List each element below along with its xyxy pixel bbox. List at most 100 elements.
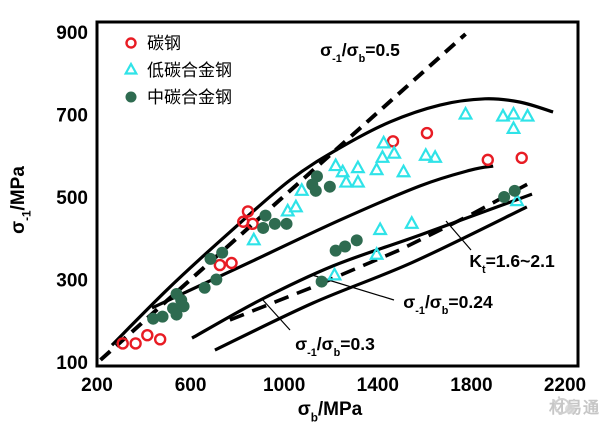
annotations: σ-1/σb=0.5 Kt=1.6~2.1 σ-1/σb=0.24 σ-1/σb=0.… <box>295 40 555 359</box>
data-point-open-circle <box>515 151 528 165</box>
data-point-filled-circle <box>508 184 521 197</box>
axis-titles: σb/MPa <box>298 399 363 424</box>
data-point-open-circle <box>420 126 434 140</box>
series-carbon-steel <box>116 126 528 350</box>
smooth-upper-curve <box>110 97 554 347</box>
data-point-filled-circle <box>177 300 190 313</box>
y-tick-label: 300 <box>56 271 88 292</box>
data-point-open-triangle <box>495 107 511 122</box>
notched-band-center-dashed <box>229 178 536 322</box>
data-point-filled-circle <box>350 234 363 247</box>
data-point-filled-circle <box>268 217 281 230</box>
watermark: 材易通 <box>549 394 600 418</box>
data-point-open-circle <box>141 328 154 342</box>
legend-label: 低碳合金钢 <box>147 61 232 80</box>
data-point-open-triangle <box>335 163 351 178</box>
data-point-open-triangle <box>328 157 344 172</box>
ratio-05-dashed-line <box>99 32 467 362</box>
data-point-filled-circle <box>125 91 137 103</box>
label-ratio-03: σ-1/σb=0.3 <box>295 334 375 359</box>
label-ratio-05: σ-1/σb=0.5 <box>320 40 400 65</box>
data-point-open-triangle <box>375 134 392 149</box>
data-point-open-triangle <box>372 221 388 236</box>
data-point-filled-circle <box>147 312 160 325</box>
data-point-filled-circle <box>315 275 328 288</box>
data-point-open-triangle <box>374 149 391 163</box>
plot-frame <box>95 20 580 368</box>
data-point-open-triangle <box>505 105 522 120</box>
data-point-filled-circle <box>259 209 272 222</box>
y-axis-title: σ-1/MPa <box>8 166 33 234</box>
data-point-open-triangle <box>368 161 385 176</box>
data-point-open-triangle <box>505 120 522 135</box>
data-point-filled-circle <box>210 273 223 286</box>
data-point-filled-circle <box>498 191 511 203</box>
data-point-open-triangle <box>338 173 354 188</box>
x-tick-label: 1800 <box>450 375 492 396</box>
label-kt: Kt=1.6~2.1 <box>469 251 555 276</box>
series-medium-carbon-alloy-steel <box>147 170 521 325</box>
data-point-filled-circle <box>216 246 229 259</box>
data-point-filled-circle <box>257 221 270 234</box>
label-kt-pointer <box>445 220 472 251</box>
data-point-open-circle <box>213 258 227 272</box>
data-point-filled-circle <box>329 244 342 257</box>
data-point-filled-circle <box>323 180 336 193</box>
data-point-filled-circle <box>156 310 169 323</box>
data-point-open-triangle <box>294 182 310 196</box>
data-point-open-triangle <box>246 231 262 246</box>
x-tick-label: 1400 <box>357 375 399 396</box>
trend-lines <box>99 32 554 362</box>
data-point-filled-circle <box>310 170 323 183</box>
y-tick-label: 100 <box>56 353 88 374</box>
data-point-open-triangle <box>368 245 385 260</box>
data-point-open-triangle <box>418 146 434 161</box>
notched-band-upper-line <box>191 192 533 340</box>
data-point-open-circle <box>225 256 238 270</box>
data-point-open-triangle <box>519 107 536 122</box>
data-point-open-triangle <box>288 198 304 213</box>
y-tick-label: 700 <box>56 106 88 127</box>
legend-label: 中碳合金钢 <box>147 88 232 107</box>
data-point-open-triangle <box>404 215 420 229</box>
watermark-logo-icon <box>552 396 576 414</box>
y-axis-title-group: σ-1/MPa <box>8 166 33 234</box>
data-point-open-triangle <box>123 61 139 75</box>
label-ratio-024: σ-1/σb=0.24 <box>403 292 493 317</box>
y-tick-label: 500 <box>56 188 88 209</box>
data-point-open-triangle <box>427 149 443 163</box>
x-tick-label: 200 <box>81 375 113 396</box>
label-ratio-03-pointer <box>261 298 291 331</box>
data-point-open-triangle <box>457 105 474 120</box>
smooth-lower-curve <box>151 164 494 310</box>
legend-label: 碳钢 <box>147 34 181 53</box>
axis-tick-labels: 200 600 1000 1400 1800 2200 100 300 500 700 900 <box>56 23 586 396</box>
data-point-filled-circle <box>170 308 183 321</box>
data-point-filled-circle <box>204 252 217 265</box>
data-point-open-circle <box>153 333 167 346</box>
x-tick-label: 1000 <box>263 375 305 396</box>
x-tick-label: 2200 <box>544 375 586 396</box>
x-axis-title: σb/MPa <box>298 399 363 424</box>
data-point-open-triangle <box>326 266 343 281</box>
notched-band-lower-line <box>214 205 528 352</box>
data-point-open-triangle <box>350 173 366 188</box>
data-point-open-circle <box>116 337 129 350</box>
data-point-open-circle <box>246 217 259 231</box>
data-point-filled-circle <box>309 184 322 197</box>
data-point-open-circle <box>125 37 137 49</box>
y-tick-label: 900 <box>56 23 88 44</box>
data-point-open-triangle <box>395 163 412 178</box>
data-point-filled-circle <box>339 240 352 253</box>
data-point-open-triangle <box>509 192 525 207</box>
data-point-open-circle <box>129 337 142 350</box>
data-point-open-circle <box>241 205 255 218</box>
data-point-open-circle <box>386 135 400 148</box>
series-low-carbon-alloy-steel <box>246 105 536 281</box>
x-tick-label: 600 <box>175 375 207 396</box>
data-point-filled-circle <box>280 217 293 230</box>
data-point-open-circle <box>481 153 494 167</box>
